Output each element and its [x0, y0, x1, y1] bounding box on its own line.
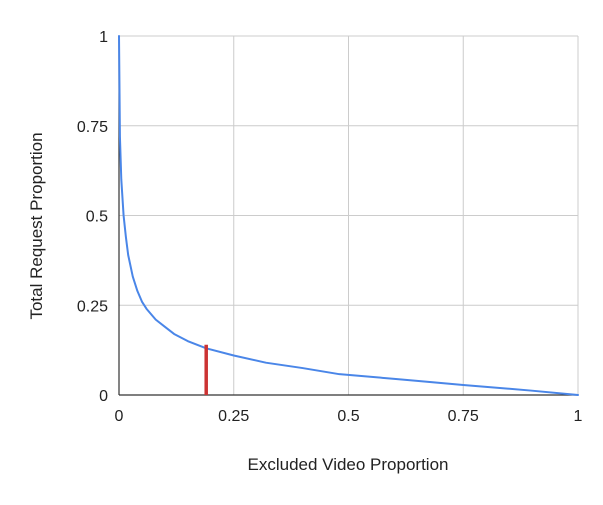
series-line-0 — [118, 35, 579, 396]
y-tick-label: 0.5 — [86, 209, 108, 226]
x-tick-label: 1 — [574, 408, 583, 425]
y-tick-label: 0.75 — [77, 119, 108, 136]
x-axis-title: Excluded Video Proportion — [248, 455, 449, 474]
grid — [119, 35, 579, 395]
x-tick-label: 0.75 — [448, 408, 479, 425]
x-tick-label: 0.25 — [218, 408, 249, 425]
x-tick-label: 0 — [115, 408, 124, 425]
tick-labels: 0 0.25 0.5 0.75 1 0 0.25 0.5 0.75 1 — [77, 29, 583, 425]
series-layer — [118, 35, 579, 396]
y-tick-label: 0.25 — [77, 298, 108, 315]
y-tick-label: 0 — [99, 388, 108, 405]
y-axis-title: Total Request Proportion — [27, 132, 46, 319]
x-tick-label: 0.5 — [337, 408, 359, 425]
y-tick-label: 1 — [99, 29, 108, 46]
